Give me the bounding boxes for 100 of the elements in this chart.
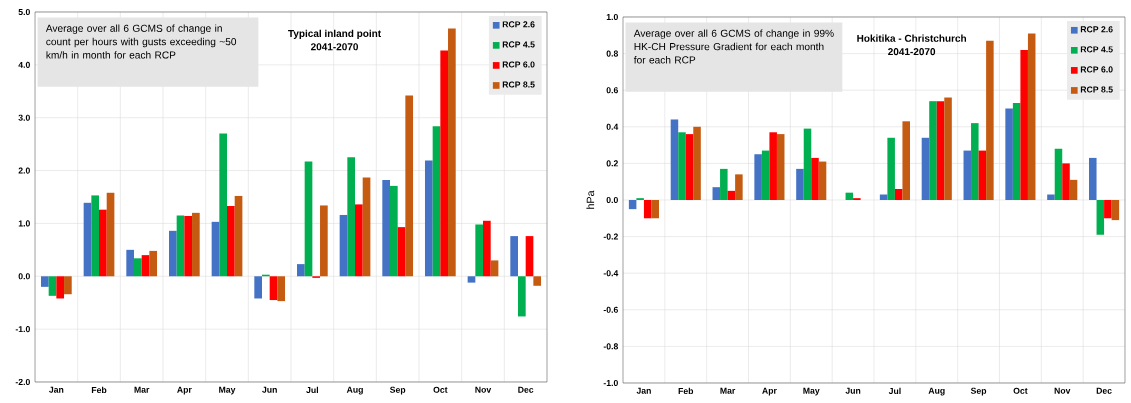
bar	[796, 168, 804, 200]
x-tick-label: Sep	[389, 386, 406, 395]
x-tick-label: Nov	[1054, 387, 1071, 394]
legend-label: RCP 6.0	[1080, 66, 1113, 73]
bar	[894, 189, 903, 200]
bar	[184, 216, 193, 277]
bar	[91, 195, 100, 277]
text: 2041-2070	[310, 43, 359, 51]
bar	[929, 101, 937, 200]
bar	[254, 276, 262, 299]
bar	[1104, 199, 1112, 219]
bar	[525, 236, 534, 277]
bar	[83, 202, 92, 277]
bar	[227, 205, 235, 277]
bar	[936, 101, 945, 200]
y-tick-label: -0.2	[603, 233, 618, 240]
bar	[347, 157, 356, 277]
y-tick-label: 1.0	[18, 220, 30, 227]
y-tick-label: 3.0	[18, 114, 30, 121]
y-tick-label: 4.0	[18, 61, 30, 68]
bar	[467, 276, 476, 283]
y-tick-label: 0.6	[606, 87, 618, 94]
y-tick-label: -0.8	[603, 343, 619, 350]
bar	[483, 220, 491, 277]
bar	[1012, 103, 1021, 200]
y-axis-title: hPa	[586, 190, 595, 209]
bar	[48, 276, 57, 296]
bar	[761, 150, 770, 200]
bar	[811, 157, 819, 200]
y-tick-label: -0.6	[603, 306, 618, 313]
legend-label: RCP 2.6	[1080, 26, 1113, 33]
x-tick-label: Jun	[262, 386, 277, 393]
x-tick-label: Jun	[845, 387, 861, 394]
bar	[754, 154, 762, 200]
text: 2041-2070	[888, 48, 936, 56]
bar	[64, 276, 72, 295]
bar	[424, 160, 433, 277]
bar	[678, 132, 686, 200]
bar	[1069, 179, 1078, 200]
bar	[269, 276, 278, 301]
x-tick-label: Apr	[177, 386, 192, 395]
bar	[628, 199, 637, 210]
bar	[902, 121, 910, 200]
annotation: Average over all 6 GCMS of change in count per hours with gusts exceeding ~50 km/h in month for each RCP	[45, 24, 237, 59]
legend-label: RCP 2.6	[502, 21, 535, 28]
bar	[355, 204, 363, 277]
x-tick-label: Oct	[1013, 387, 1028, 394]
bar	[490, 260, 499, 277]
x-tick-label: Aug	[346, 386, 363, 395]
text: Typical inland point	[288, 29, 381, 39]
text: Hokitika - Christchurch	[857, 34, 967, 42]
x-tick-label: Mar	[720, 387, 736, 394]
bar	[320, 205, 328, 277]
bar	[382, 180, 390, 277]
y-tick-label: 0.2	[606, 160, 618, 167]
bar	[818, 161, 827, 200]
bar	[1027, 33, 1036, 200]
bar	[219, 133, 228, 277]
y-tick-label: -1.0	[15, 326, 30, 333]
x-tick-label: Mar	[134, 386, 150, 393]
y-tick-label: 0.8	[606, 50, 619, 57]
x-tick-label: May	[219, 386, 236, 395]
bar	[1111, 199, 1120, 221]
bar	[234, 195, 243, 277]
legend-label: RCP 4.5	[1080, 46, 1113, 53]
bar	[1047, 194, 1055, 200]
bar	[141, 255, 150, 277]
bar	[168, 230, 177, 277]
bar	[106, 192, 115, 277]
bar	[693, 126, 701, 200]
y-tick-label: 2.0	[18, 167, 30, 174]
x-tick-label: Feb	[678, 387, 694, 395]
bar	[769, 132, 777, 200]
bar	[99, 209, 107, 277]
bar	[176, 215, 185, 277]
bar	[712, 187, 721, 200]
bar	[685, 134, 694, 200]
x-tick-label: Nov	[475, 386, 492, 393]
legend-label: RCP 6.0	[502, 61, 535, 68]
bar	[211, 221, 220, 277]
bar	[963, 150, 972, 200]
y-tick-label: 1.0	[606, 13, 618, 21]
bar	[986, 40, 994, 200]
bar	[1096, 199, 1105, 235]
x-tick-label: Jul	[306, 386, 318, 394]
bar	[921, 137, 930, 200]
bar	[803, 128, 812, 200]
bar	[448, 28, 456, 277]
bar	[304, 161, 313, 277]
bar	[56, 276, 65, 299]
bar	[405, 95, 414, 277]
bar	[971, 123, 979, 200]
y-tick-label: 0.0	[18, 273, 30, 280]
x-tick-label: Sep	[970, 387, 987, 396]
y-tick-label: -0.4	[603, 270, 619, 277]
annotation: Average over all 6 GCMS of change in 99% HK-CH Pressure Gradient for each month for each RCP	[633, 29, 834, 64]
x-tick-label: Feb	[91, 386, 107, 394]
y-tick-label: 5.0	[18, 8, 30, 16]
y-tick-label: -2.0	[15, 378, 30, 386]
bar	[277, 276, 286, 302]
